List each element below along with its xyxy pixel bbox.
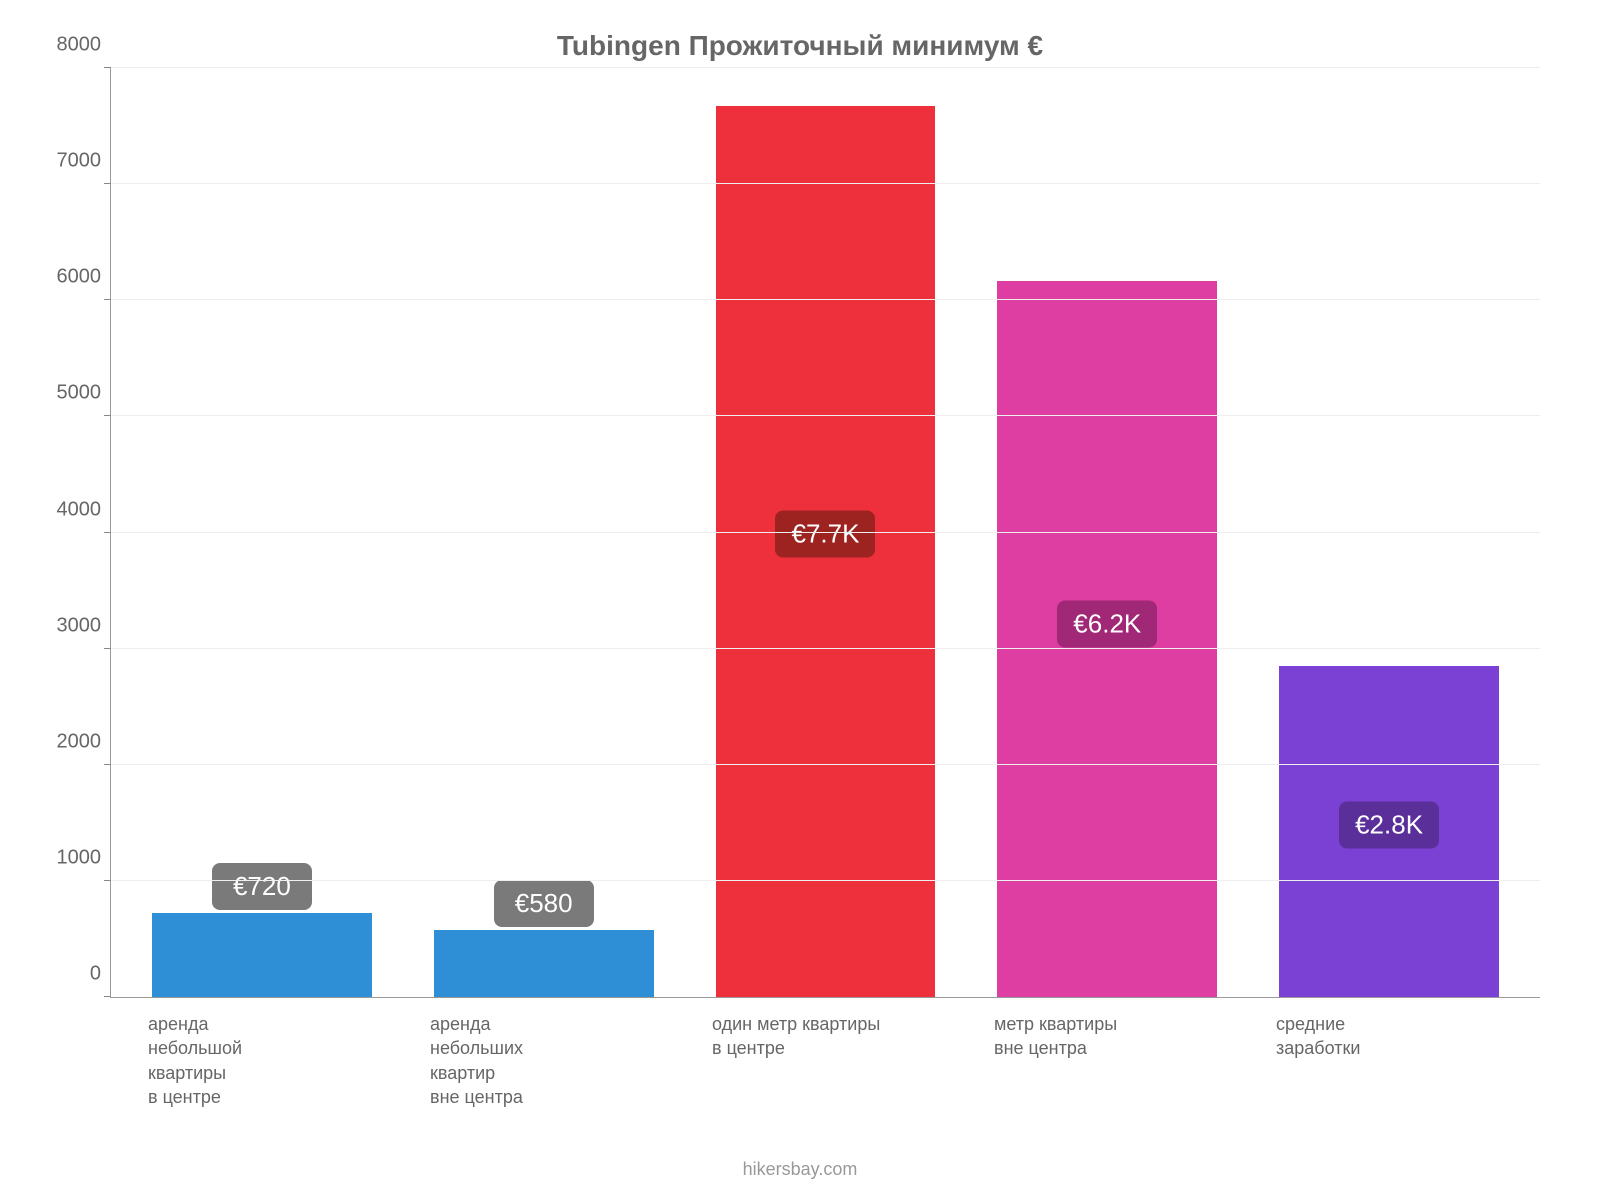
- plot-area: €720€580€7.7K€6.2K€2.8K 0100020003000400…: [110, 68, 1540, 998]
- x-label-slot: один метр квартирыв центре: [684, 1012, 966, 1109]
- y-tick-label: 0: [90, 963, 111, 986]
- y-tick-mark: [104, 648, 111, 649]
- value-badge: €6.2K: [1057, 601, 1157, 648]
- grid-line: [111, 183, 1540, 184]
- bar-slot: €2.8K: [1248, 68, 1530, 997]
- y-tick-mark: [104, 764, 111, 765]
- x-axis-label: средниезаработки: [1276, 1012, 1360, 1109]
- grid-line: [111, 532, 1540, 533]
- y-tick-label: 1000: [57, 846, 112, 869]
- bar-slot: €580: [403, 68, 685, 997]
- bars-group: €720 €580 €7.7K €6.2K €2.8K: [111, 68, 1540, 997]
- value-badge: €720: [212, 863, 312, 910]
- grid-line: [111, 67, 1540, 68]
- y-tick-mark: [104, 67, 111, 68]
- x-axis-label: метр квартирывне центра: [994, 1012, 1117, 1109]
- bar-slot: €720: [121, 68, 403, 997]
- x-label-slot: аренданебольшихквартирвне центра: [402, 1012, 684, 1109]
- bar: €2.8K: [1279, 666, 1499, 997]
- y-tick-mark: [104, 880, 111, 881]
- x-label-slot: аренданебольшойквартирыв центре: [120, 1012, 402, 1109]
- y-tick-label: 7000: [57, 150, 112, 173]
- y-tick-mark: [104, 183, 111, 184]
- grid-line: [111, 764, 1540, 765]
- chart-footer: hikersbay.com: [40, 1159, 1560, 1180]
- bar: €580: [434, 930, 654, 997]
- x-label-slot: метр квартирывне центра: [966, 1012, 1248, 1109]
- bar: €7.7K: [716, 106, 936, 997]
- bar: €6.2K: [997, 281, 1217, 997]
- bar: €720: [152, 913, 372, 997]
- bar-slot: €7.7K: [685, 68, 967, 997]
- chart-container: Tubingen Прожиточный минимум € €720€580€…: [0, 0, 1600, 1200]
- y-tick-label: 4000: [57, 498, 112, 521]
- x-axis-label: один метр квартирыв центре: [712, 1012, 880, 1109]
- chart-title: Tubingen Прожиточный минимум €: [40, 30, 1560, 62]
- y-tick-mark: [104, 299, 111, 300]
- grid-line: [111, 996, 1540, 997]
- y-tick-mark: [104, 996, 111, 997]
- y-tick-mark: [104, 532, 111, 533]
- value-badge: €2.8K: [1339, 801, 1439, 848]
- x-label-slot: средниезаработки: [1248, 1012, 1530, 1109]
- y-tick-label: 2000: [57, 730, 112, 753]
- y-tick-label: 3000: [57, 614, 112, 637]
- value-badge: €7.7K: [775, 510, 875, 557]
- y-tick-label: 8000: [57, 34, 112, 57]
- x-axis-label: аренданебольшихквартирвне центра: [430, 1012, 523, 1109]
- y-tick-label: 6000: [57, 266, 112, 289]
- bar-slot: €6.2K: [966, 68, 1248, 997]
- grid-line: [111, 648, 1540, 649]
- grid-line: [111, 415, 1540, 416]
- grid-line: [111, 299, 1540, 300]
- y-tick-mark: [104, 415, 111, 416]
- value-badge: €580: [494, 880, 594, 927]
- x-axis-label: аренданебольшойквартирыв центре: [148, 1012, 242, 1109]
- grid-line: [111, 880, 1540, 881]
- x-axis-labels: аренданебольшойквартирыв центре аренданеб…: [110, 1012, 1540, 1109]
- y-tick-label: 5000: [57, 382, 112, 405]
